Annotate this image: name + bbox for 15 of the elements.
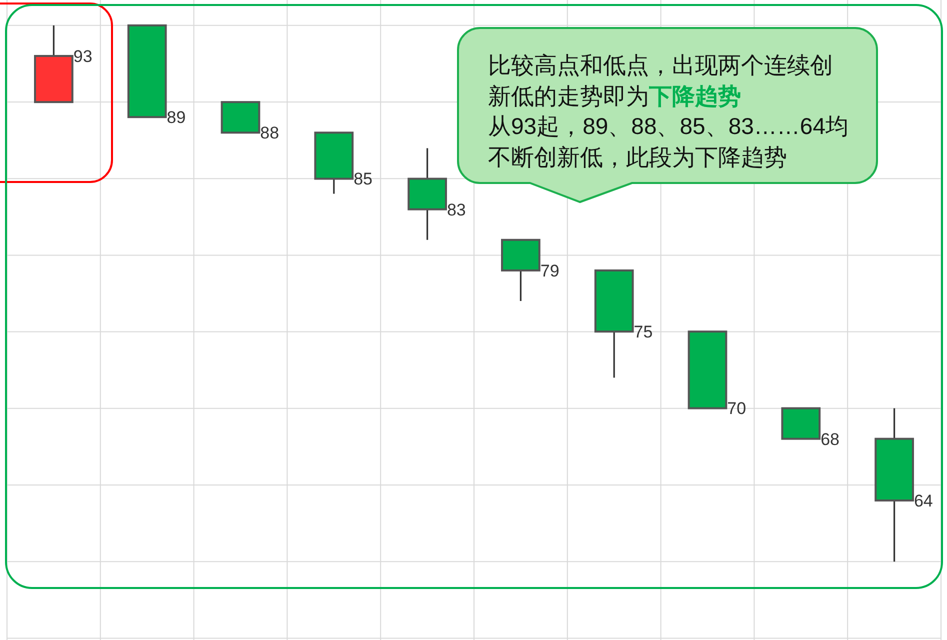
annotation: 不断创新低，此段为下降趋势 bbox=[488, 144, 787, 170]
text: 88 bbox=[260, 124, 280, 143]
text: 79 bbox=[540, 261, 560, 280]
text: 85 bbox=[354, 170, 372, 189]
annotation: 下降趋势 bbox=[649, 82, 741, 108]
text: 64 bbox=[914, 491, 933, 510]
annotation: 从93起，89、88、85、83……64均 bbox=[488, 113, 848, 139]
text: 93 bbox=[73, 46, 92, 66]
text: 83 bbox=[446, 200, 466, 220]
annotation: 比较高点和低点，出现两个连续创 bbox=[488, 52, 833, 78]
text: 70 bbox=[727, 399, 746, 418]
text: 89 bbox=[166, 108, 186, 128]
annotation: 新低的走势即为 bbox=[488, 82, 649, 108]
text: 75 bbox=[634, 322, 653, 342]
text: 68 bbox=[820, 430, 840, 449]
